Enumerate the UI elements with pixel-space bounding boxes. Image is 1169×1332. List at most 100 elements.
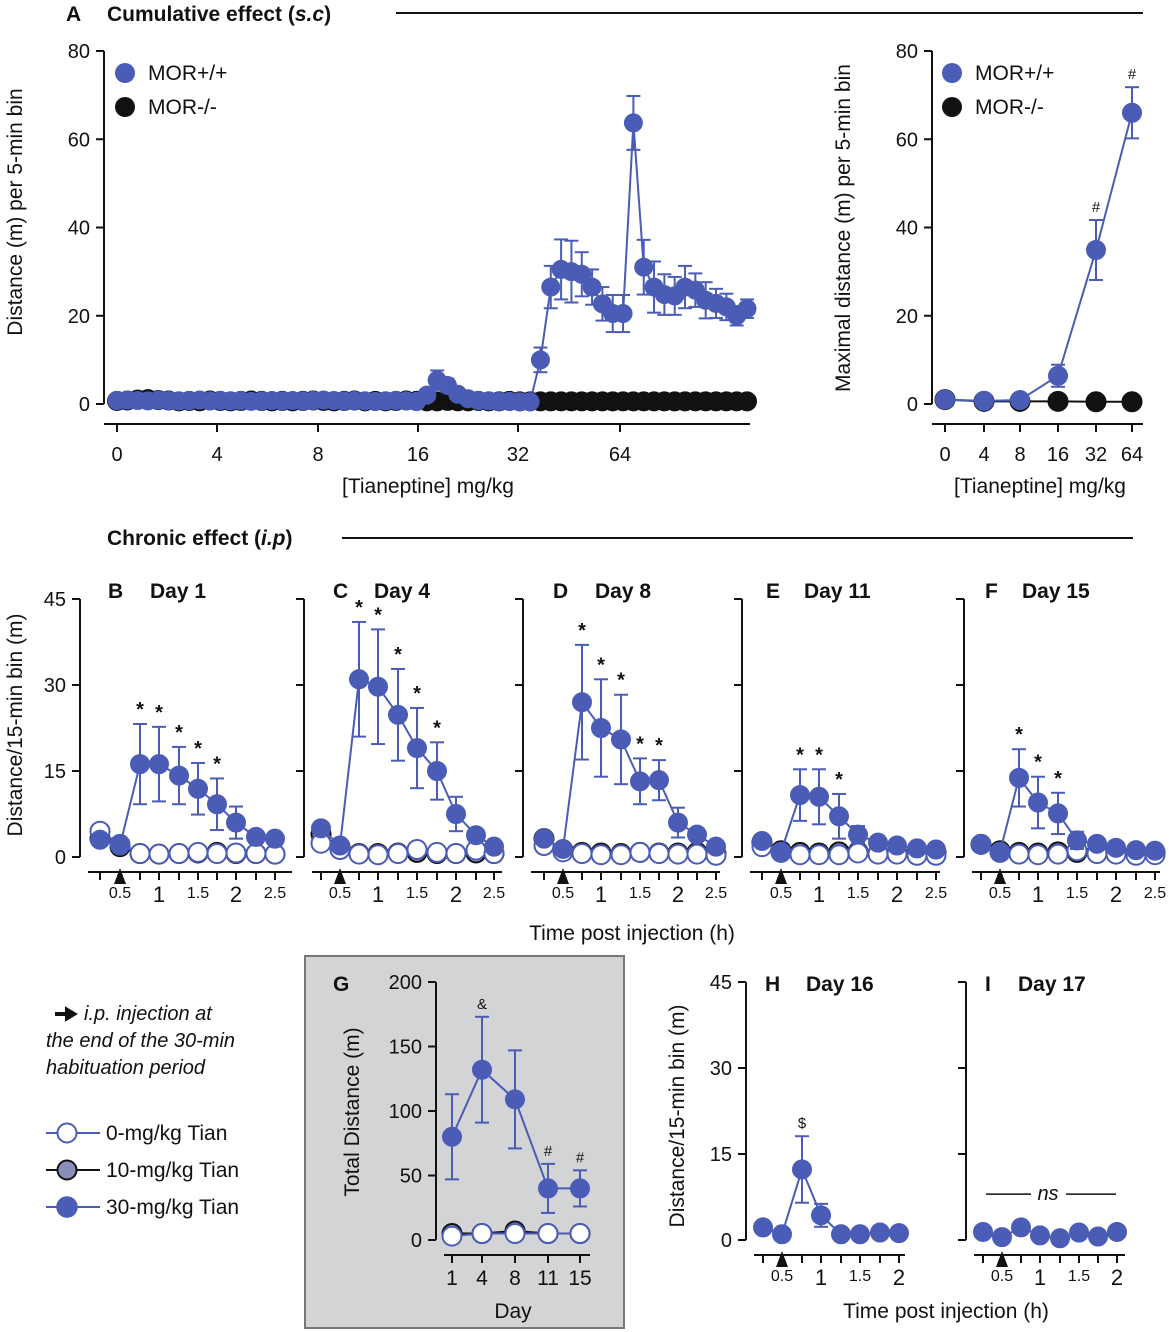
x-tick-label: 1.5 xyxy=(187,885,209,902)
x-tick-label: 0.5 xyxy=(989,885,1011,902)
x-tick-label: 1.5 xyxy=(849,1268,871,1285)
data-point xyxy=(426,841,448,863)
x-tick-label: 64 xyxy=(609,444,631,466)
x-tick-label: 8 xyxy=(312,444,323,466)
data-point xyxy=(1122,102,1142,123)
y-tick-label: 50 xyxy=(400,1166,422,1188)
data-point xyxy=(226,812,246,833)
data-point xyxy=(311,818,331,839)
x-tick-label: 4 xyxy=(978,444,989,466)
panel-title: Day 17 xyxy=(1018,973,1086,996)
x-tick-label: 2 xyxy=(1110,882,1122,907)
x-tick-label: 2 xyxy=(672,882,684,907)
injection-note-line-3: habituation period xyxy=(46,1057,206,1079)
x-tick-label: 1 xyxy=(813,882,825,907)
data-point xyxy=(553,838,573,859)
data-point xyxy=(1087,833,1107,854)
data-point xyxy=(206,843,228,865)
data-point xyxy=(629,841,651,863)
data-point xyxy=(831,1224,851,1245)
panel-letter: F xyxy=(985,580,998,603)
data-point xyxy=(348,843,370,865)
data-point xyxy=(472,1059,492,1080)
y-tick-label: 0 xyxy=(79,394,90,416)
panel-h: 0 15 30 45 0.5 1 1.5 2 H Day 16 Distance/15-min bi… xyxy=(666,972,909,1290)
data-point xyxy=(129,843,151,865)
significance-mark: * xyxy=(617,670,625,692)
panel-title: Day 8 xyxy=(595,580,651,603)
x-tick-label: 4 xyxy=(476,1267,488,1290)
section-a-title-italic: s.c xyxy=(295,3,325,26)
panel-title: Day 16 xyxy=(806,973,874,996)
data-point xyxy=(406,839,428,861)
data-point xyxy=(789,844,811,866)
significance-mark: * xyxy=(213,753,221,775)
y-tick-label: 0 xyxy=(907,394,918,416)
x-tick-label: 2.5 xyxy=(1144,885,1166,902)
data-point xyxy=(149,754,169,775)
data-point xyxy=(992,1227,1012,1248)
x-tick-label: 1 xyxy=(815,1265,827,1290)
significance-mark: * xyxy=(815,744,823,766)
data-point xyxy=(591,718,611,738)
section-a-letter: A xyxy=(66,3,81,26)
x-tick-label: 0.5 xyxy=(109,885,131,902)
y-tick-label: 30 xyxy=(44,675,66,697)
y-tick-label: 100 xyxy=(389,1101,422,1123)
significance-mark: * xyxy=(835,769,843,791)
panel-a-right: 0 20 40 60 80 0 4 8 16 32 64 [Tianeptine] mg/kg Maxi… xyxy=(832,41,1143,498)
significance-mark: * xyxy=(796,744,804,766)
y-axis-label: Maximal distance (m) per 5-min bin xyxy=(832,64,855,392)
panel-title: Day 11 xyxy=(804,580,871,603)
data-point xyxy=(870,1222,890,1243)
injection-arrow-icon xyxy=(996,1251,1008,1267)
data-point xyxy=(772,1224,792,1245)
data-point xyxy=(889,1223,909,1244)
x-tick-label: 1 xyxy=(153,882,165,907)
data-point xyxy=(1107,1221,1127,1242)
svg-text:Cumulative effect (s.c): Cumulative effect (s.c) xyxy=(107,3,331,26)
x-tick-label: 2 xyxy=(1111,1265,1123,1290)
y-tick-label: 0 xyxy=(721,1230,732,1252)
data-point xyxy=(907,838,927,859)
x-tick-label: 2 xyxy=(230,882,242,907)
legend-marker-mor-ko xyxy=(115,97,135,117)
data-point xyxy=(349,669,369,690)
panel-letter: H xyxy=(765,973,780,996)
panel-b: 0 15 30 45 0.5 1 1.5 2 2.5 B Day 1 Distance/15-min … xyxy=(4,580,292,907)
data-point xyxy=(792,1159,812,1180)
legend-marker-open xyxy=(56,1122,78,1144)
data-point xyxy=(1048,365,1068,386)
legend-marker-blue xyxy=(56,1196,78,1218)
panel-title: Day 15 xyxy=(1022,580,1090,603)
x-tick-label: 32 xyxy=(507,444,529,466)
chronic-x-label: Time post injection (h) xyxy=(529,922,735,945)
data-point xyxy=(648,843,670,865)
data-point xyxy=(809,786,829,807)
x-tick-label: 0 xyxy=(111,444,122,466)
y-axis-label: Distance (m) per 5-min bin xyxy=(4,88,27,335)
x-axis-label: [Tianeptine] mg/kg xyxy=(954,475,1126,498)
injection-arrow-icon xyxy=(775,868,787,884)
x-tick-label: 0.5 xyxy=(771,1268,793,1285)
data-point xyxy=(737,299,757,319)
data-point xyxy=(613,304,633,324)
bottom-x-label: Time post injection (h) xyxy=(843,1300,1049,1323)
data-point xyxy=(623,113,643,133)
data-point xyxy=(649,770,669,791)
data-point xyxy=(1047,390,1069,412)
data-point xyxy=(225,842,247,864)
data-point xyxy=(571,843,593,865)
significance-mark: * xyxy=(355,597,363,619)
y-tick-label: 15 xyxy=(710,1144,732,1166)
legend-marker-grey xyxy=(56,1159,78,1181)
data-point xyxy=(187,841,209,863)
series-line xyxy=(320,677,495,848)
section-b-title: Chronic effect ( xyxy=(107,527,261,550)
x-tick-label: 16 xyxy=(1047,444,1069,466)
data-point xyxy=(441,1225,463,1247)
y-axis-label: Total Distance (m) xyxy=(341,1027,364,1196)
x-tick-label: 8 xyxy=(1014,444,1025,466)
data-point xyxy=(752,830,772,851)
data-point xyxy=(1028,792,1048,813)
